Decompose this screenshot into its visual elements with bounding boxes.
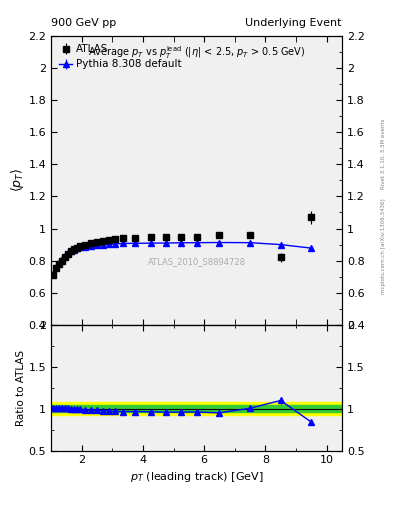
- Text: Underlying Event: Underlying Event: [245, 18, 342, 28]
- Text: mcplots.cern.ch [arXiv:1306.3436]: mcplots.cern.ch [arXiv:1306.3436]: [381, 198, 386, 293]
- Text: Rivet 3.1.10, 3.3M events: Rivet 3.1.10, 3.3M events: [381, 118, 386, 189]
- Legend: ATLAS, Pythia 8.308 default: ATLAS, Pythia 8.308 default: [56, 41, 185, 73]
- Text: ATLAS_2010_S8894728: ATLAS_2010_S8894728: [147, 257, 246, 266]
- Text: 900 GeV pp: 900 GeV pp: [51, 18, 116, 28]
- Y-axis label: $\langle p_T \rangle$: $\langle p_T \rangle$: [9, 168, 26, 193]
- X-axis label: $p_T$ (leading track) [GeV]: $p_T$ (leading track) [GeV]: [130, 470, 263, 484]
- Y-axis label: Ratio to ATLAS: Ratio to ATLAS: [16, 350, 26, 426]
- Bar: [51, 406, 342, 412]
- Bar: [51, 402, 342, 415]
- Text: Average $p_T$ vs $p_T^{\rm lead}$ ($|\eta|$ < 2.5, $p_T$ > 0.5 GeV): Average $p_T$ vs $p_T^{\rm lead}$ ($|\et…: [88, 45, 305, 61]
